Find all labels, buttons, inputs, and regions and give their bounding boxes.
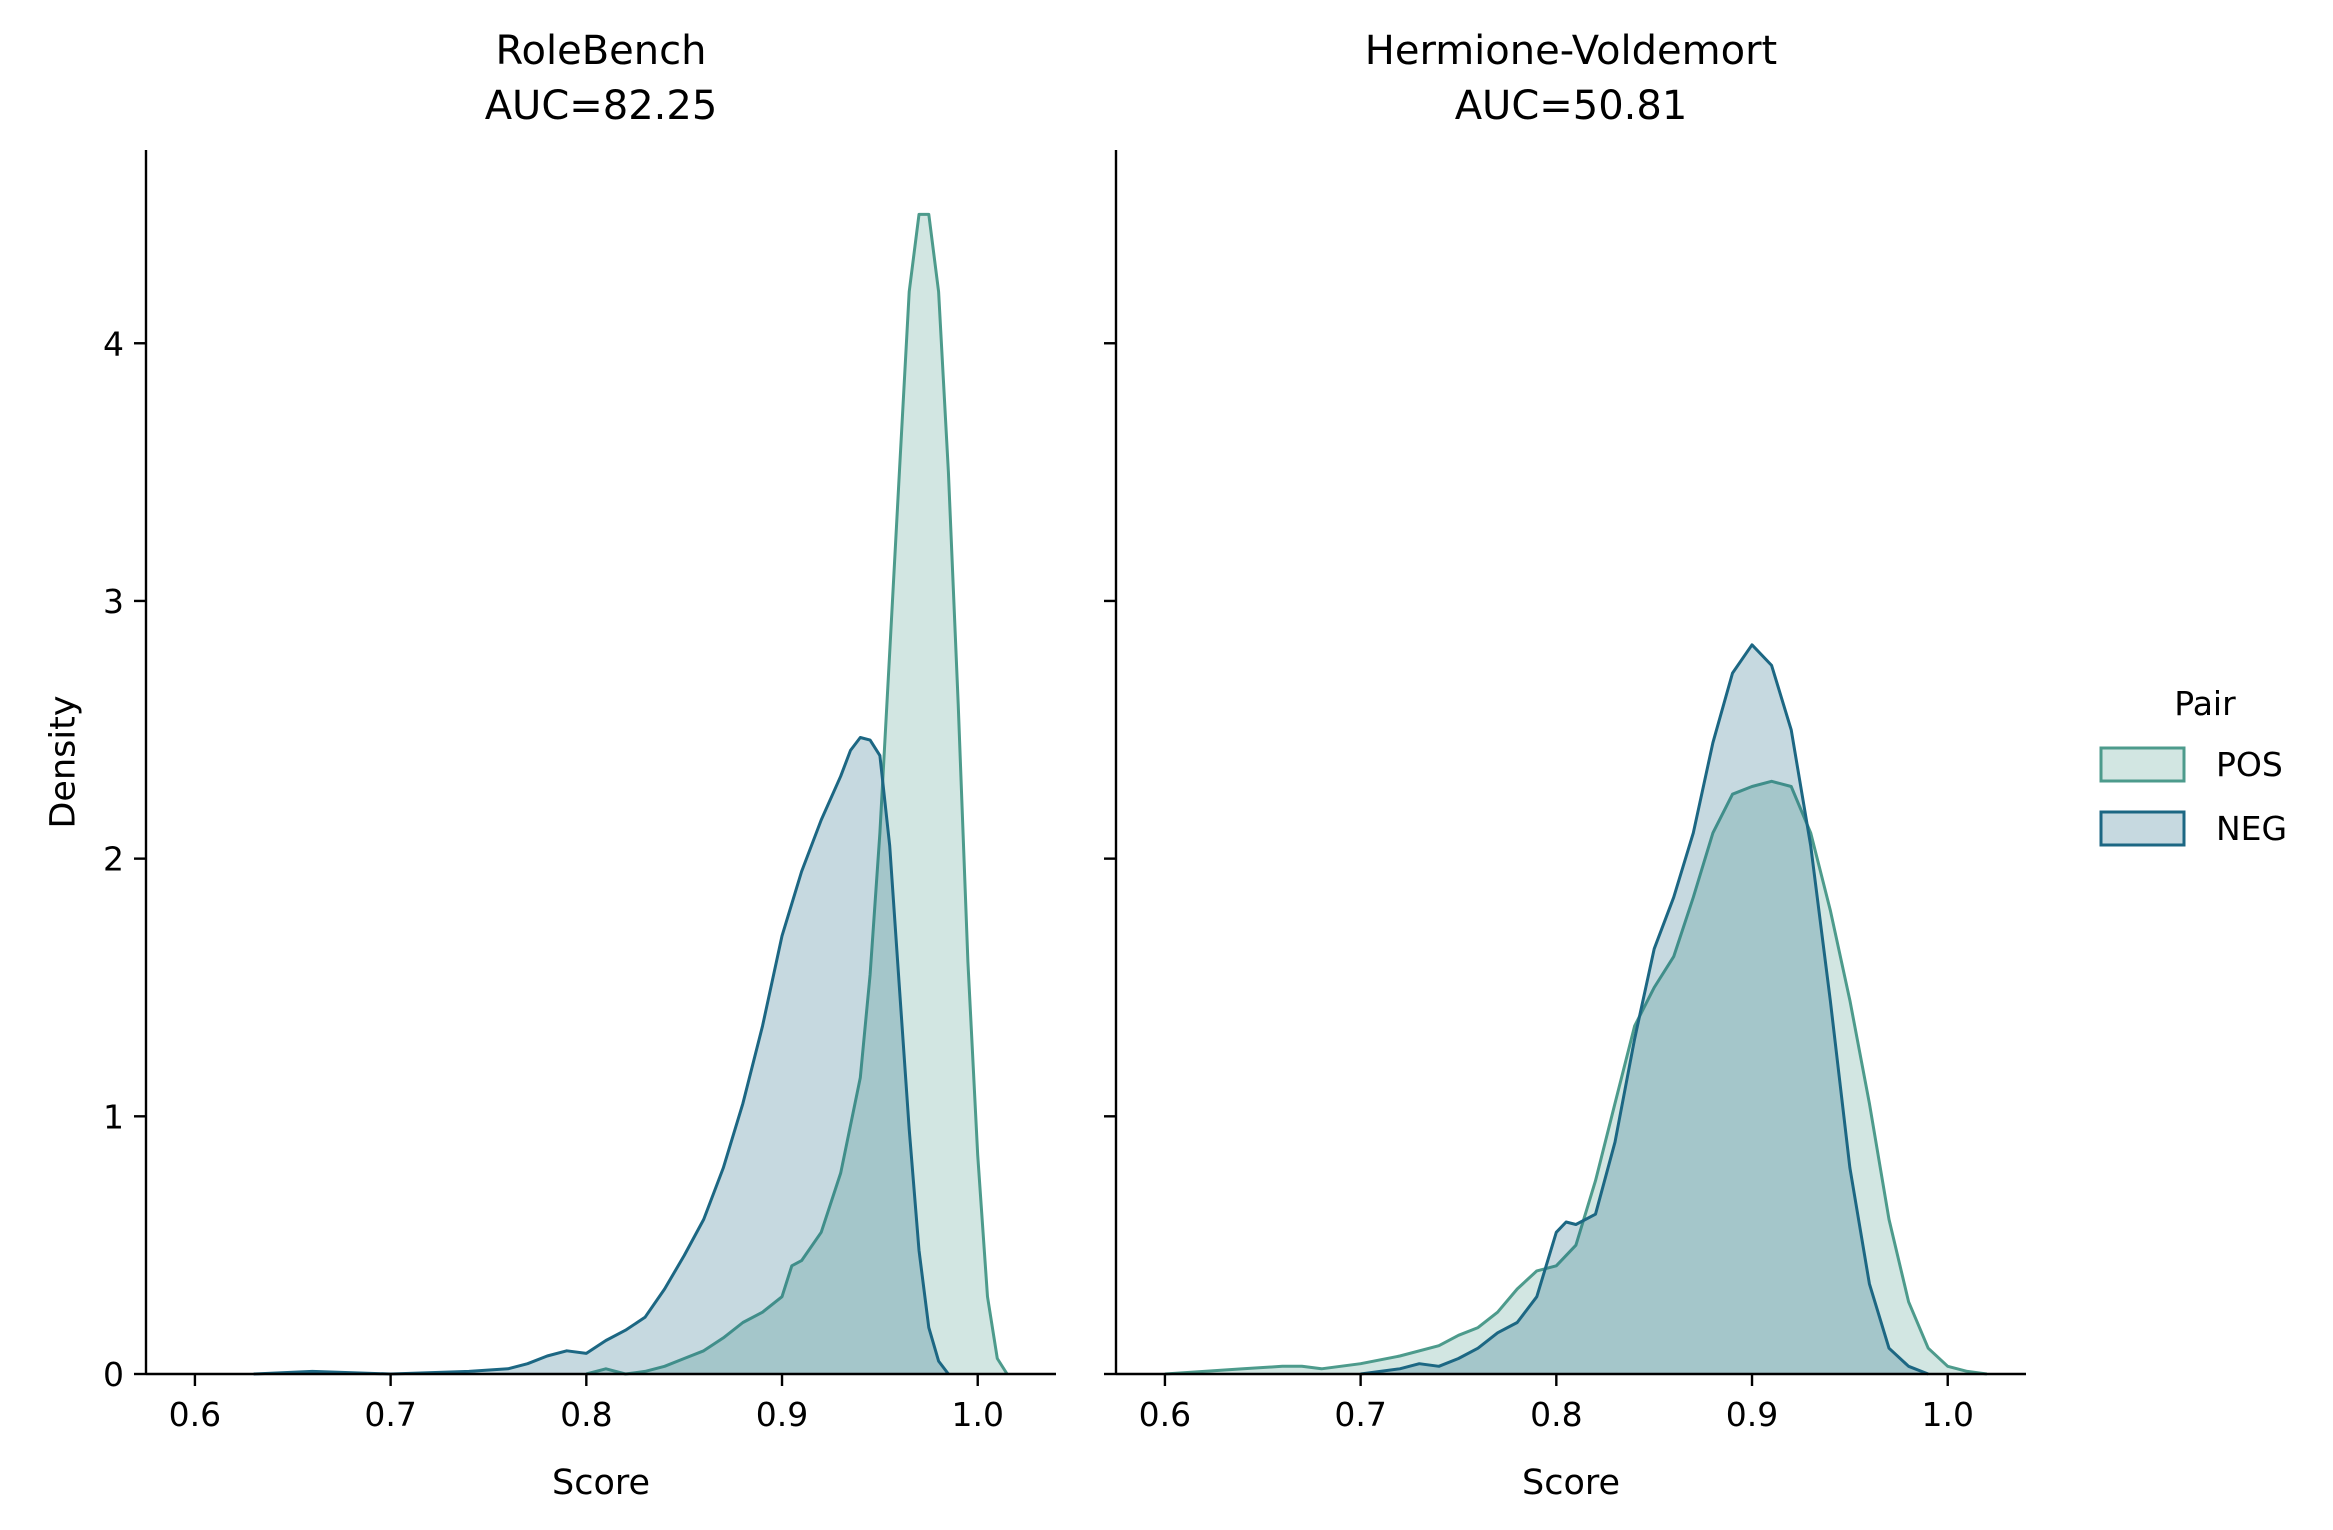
x-tick-label: 0.8 — [560, 1395, 612, 1434]
panel-1: 0.6 0.7 0.8 0.9 1.0 0 1 2 3 4 RoleBench AUC=82.25 Sc… — [43, 28, 1056, 1503]
legend-title: Pair — [2174, 684, 2236, 723]
panel-title: RoleBench — [496, 28, 707, 74]
area-pos-panel-1 — [586, 214, 1008, 1374]
panel-title: Hermione-Voldemort — [1365, 28, 1777, 74]
legend: Pair POS NEG — [2099, 684, 2287, 848]
legend-label-pos: POS — [2216, 745, 2283, 784]
legend-label-neg: NEG — [2216, 809, 2287, 848]
panel-subtitle: AUC=50.81 — [1455, 83, 1688, 129]
x-tick-label: 0.8 — [1530, 1395, 1582, 1434]
y-tick-label: 1 — [103, 1097, 124, 1136]
area-neg-panel-1 — [253, 737, 949, 1374]
y-tick-label: 0 — [103, 1355, 124, 1394]
x-axis-label: Score — [552, 1463, 650, 1503]
y-tick-label: 2 — [103, 840, 124, 879]
panel-2: 0.6 0.7 0.8 0.9 1.0 Hermione-Voldemort AUC=50.… — [1104, 28, 2026, 1503]
panels: 0.6 0.7 0.8 0.9 1.0 0 1 2 3 4 RoleBench AUC=82.25 Sc… — [43, 28, 2026, 1503]
legend-swatch-neg — [2099, 810, 2186, 847]
x-tick-label: 1.0 — [1921, 1395, 1973, 1434]
line-pos-panel-2 — [1164, 779, 1988, 1376]
area-neg-panel-2 — [1360, 644, 1929, 1374]
line-neg-panel-2 — [1360, 643, 1929, 1376]
x-tick-label: 0.6 — [1139, 1395, 1191, 1434]
panel-subtitle: AUC=82.25 — [485, 83, 718, 129]
area-pos-panel-2 — [1164, 781, 1987, 1374]
x-tick-label: 0.7 — [364, 1395, 416, 1434]
y-axis-label: Density — [43, 695, 83, 828]
x-tick-label: 1.0 — [951, 1395, 1003, 1434]
x-tick-label: 0.9 — [756, 1395, 808, 1434]
y-tick-label: 3 — [103, 582, 124, 621]
line-pos-panel-1 — [585, 212, 1009, 1376]
x-tick-label: 0.7 — [1334, 1395, 1386, 1434]
x-axis-label: Score — [1522, 1463, 1620, 1503]
line-neg-panel-1 — [253, 736, 950, 1376]
x-tick-label: 0.9 — [1726, 1395, 1778, 1434]
legend-swatch-pos — [2099, 746, 2186, 783]
y-tick-label: 4 — [103, 324, 124, 363]
x-tick-label: 0.6 — [169, 1395, 221, 1434]
